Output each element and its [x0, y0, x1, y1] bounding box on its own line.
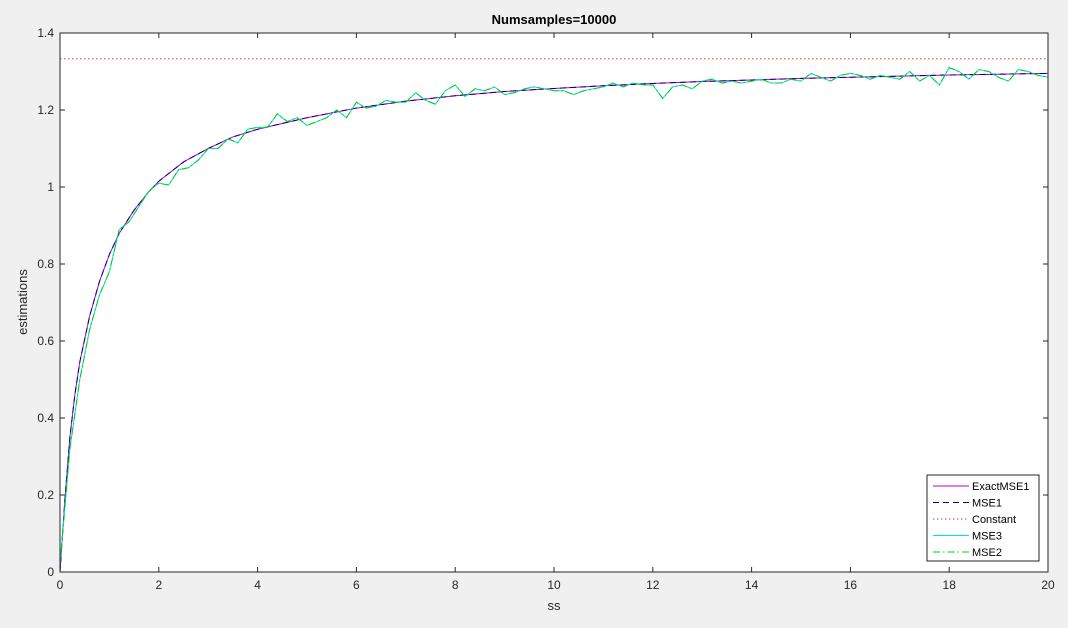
x-tick-label: 12: [646, 578, 660, 592]
x-axis-label: ss: [548, 598, 562, 613]
legend: ExactMSE1 MSE1 Constant MSE3 MSE2: [926, 474, 1040, 562]
legend-label-exactmse1: ExactMSE1: [972, 481, 1029, 493]
x-tick-label: 2: [155, 578, 162, 592]
legend-label-mse3: MSE3: [972, 531, 1002, 543]
y-tick-label: 0.4: [37, 411, 54, 425]
series-layer: [59, 58, 1049, 573]
series-line-mse1: [59, 72, 1049, 573]
legend-box: [926, 474, 1040, 562]
x-tick-label: 0: [57, 578, 64, 592]
legend-label-mse2: MSE2: [972, 547, 1002, 559]
x-tick-label: 10: [547, 578, 561, 592]
x-tick-label: 6: [353, 578, 360, 592]
y-tick-label: 0.2: [37, 488, 54, 502]
y-tick-label: 1.4: [37, 26, 54, 40]
y-tick-label: 1.2: [37, 103, 54, 117]
y-tick-label: 0: [47, 565, 54, 579]
legend-label-constant: Constant: [972, 514, 1016, 526]
x-tick-label: 4: [254, 578, 261, 592]
x-tick-label: 8: [452, 578, 459, 592]
x-tick-label: 18: [943, 578, 957, 592]
ticks-layer: 0 2 4 6 8 10 12 14 16 18 20 0 0.2 0.4 0.6 0.8 1 1.2 1.4: [37, 26, 1055, 592]
y-axis-label: estimations: [15, 269, 30, 335]
y-tick-label: 0.6: [37, 334, 54, 348]
y-tick-label: 1: [47, 180, 54, 194]
y-tick-label: 0.8: [37, 257, 54, 271]
chart-title: Numsamples=10000: [492, 12, 617, 27]
x-tick-label: 20: [1041, 578, 1055, 592]
plot-area: [60, 33, 1048, 572]
x-tick-label: 16: [844, 578, 858, 592]
legend-label-mse1: MSE1: [972, 498, 1002, 510]
x-tick-label: 14: [745, 578, 759, 592]
series-line-mse2: [59, 67, 1049, 565]
